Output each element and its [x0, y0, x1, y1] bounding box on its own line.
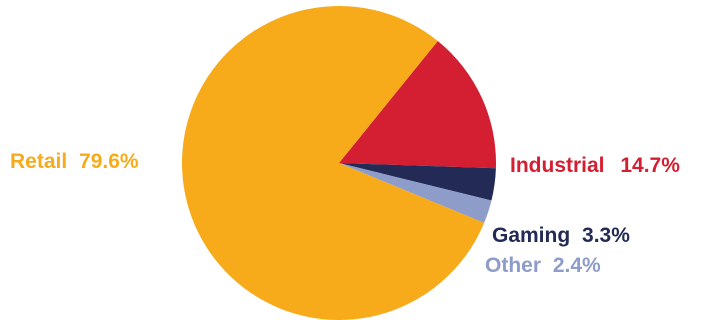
slice-industrial	[339, 40, 496, 169]
label-other: Other 2.4%	[485, 254, 601, 277]
label-retail-value: 79.6%	[79, 150, 139, 173]
slice-gaming	[339, 163, 496, 201]
slice-other	[339, 163, 492, 223]
slice-retail	[182, 6, 485, 320]
label-retail-name: Retail	[10, 150, 67, 173]
label-retail: Retail 79.6%	[10, 150, 139, 173]
pie-slices	[182, 6, 496, 320]
label-gaming: Gaming 3.3%	[492, 224, 630, 247]
label-industrial: Industrial 14.7%	[510, 154, 680, 177]
label-other-value: 2.4%	[553, 254, 601, 277]
label-gaming-name: Gaming	[492, 224, 570, 247]
label-other-name: Other	[485, 254, 541, 277]
label-gaming-value: 3.3%	[582, 224, 630, 247]
label-industrial-name: Industrial	[510, 154, 605, 177]
label-industrial-value: 14.7%	[620, 154, 680, 177]
